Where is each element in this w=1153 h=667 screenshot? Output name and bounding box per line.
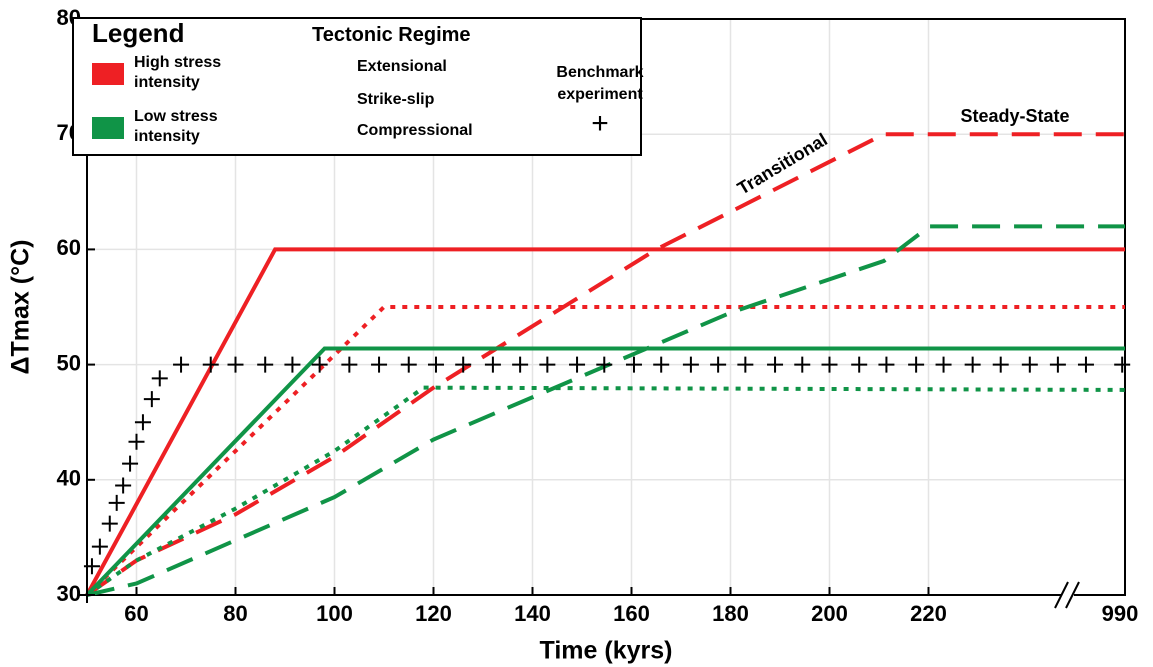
benchmark-marker bbox=[83, 558, 100, 575]
series-line bbox=[85, 247, 1125, 596]
benchmark-marker bbox=[767, 356, 784, 373]
legend-swatch bbox=[92, 117, 124, 139]
benchmark-marker bbox=[134, 414, 151, 431]
legend-label: Low stress intensity bbox=[134, 108, 218, 145]
benchmark-marker bbox=[257, 356, 274, 373]
benchmark-marker bbox=[115, 477, 132, 494]
legend-label: Extensional bbox=[357, 58, 447, 75]
x-tick-label: 100 bbox=[316, 601, 353, 626]
benchmark-marker bbox=[851, 356, 868, 373]
benchmark-marker bbox=[625, 356, 642, 373]
benchmark-marker bbox=[992, 356, 1009, 373]
benchmark-marker bbox=[935, 356, 952, 373]
x-tick-label: 120 bbox=[415, 601, 452, 626]
axis-break-gap bbox=[1062, 591, 1074, 599]
benchmark-marker bbox=[653, 356, 670, 373]
annotation: Steady-State bbox=[960, 106, 1069, 126]
benchmark-marker bbox=[79, 587, 95, 603]
benchmark-marker bbox=[710, 356, 727, 373]
benchmark-marker bbox=[91, 538, 108, 555]
benchmark-marker bbox=[427, 356, 444, 373]
annotation: Transitional bbox=[734, 129, 831, 198]
legend-label: Strike-slip bbox=[357, 91, 435, 108]
benchmark-marker bbox=[512, 356, 529, 373]
series-line bbox=[85, 346, 1125, 597]
benchmark-marker bbox=[311, 356, 328, 373]
benchmark-marker bbox=[682, 356, 699, 373]
benchmark-marker bbox=[878, 356, 895, 373]
benchmark-marker bbox=[143, 391, 160, 408]
benchmark-marker bbox=[1077, 356, 1094, 373]
legend-label: Benchmark experiment bbox=[556, 64, 644, 103]
series-line bbox=[86, 224, 1125, 597]
benchmark-marker bbox=[341, 356, 358, 373]
benchmark-marker bbox=[794, 356, 811, 373]
legend-title: Legend bbox=[92, 18, 185, 48]
benchmark-marker bbox=[1049, 356, 1066, 373]
benchmark-marker bbox=[596, 356, 613, 373]
y-tick-label: 60 bbox=[57, 235, 81, 260]
benchmark-marker bbox=[569, 356, 586, 373]
series-line bbox=[85, 385, 1126, 597]
y-tick-label: 30 bbox=[57, 581, 81, 606]
x-axis-label: Time (kyrs) bbox=[540, 637, 673, 665]
legend-swatch bbox=[92, 63, 124, 85]
legend-label: High stress intensity bbox=[134, 54, 222, 91]
benchmark-marker bbox=[455, 356, 472, 373]
benchmark-marker bbox=[101, 515, 118, 532]
x-tick-label: 200 bbox=[811, 601, 848, 626]
series-line bbox=[85, 132, 1125, 597]
axis-break bbox=[1054, 581, 1080, 609]
benchmark-marker bbox=[484, 356, 501, 373]
benchmark-marker bbox=[371, 356, 388, 373]
x-tick-label: 80 bbox=[223, 601, 247, 626]
benchmark-marker bbox=[173, 356, 190, 373]
legend-marker: + bbox=[591, 107, 609, 140]
y-tick-label: 40 bbox=[57, 466, 81, 491]
legend-box bbox=[72, 17, 642, 156]
benchmark-marker bbox=[400, 356, 417, 373]
benchmark-marker bbox=[122, 455, 139, 472]
benchmark-marker bbox=[737, 356, 754, 373]
x-tick-label: 220 bbox=[910, 601, 947, 626]
x-tick-label: 140 bbox=[514, 601, 551, 626]
benchmark-marker bbox=[821, 356, 838, 373]
benchmark-marker bbox=[1114, 356, 1131, 373]
benchmark-marker bbox=[151, 370, 168, 387]
x-tick-label: 160 bbox=[613, 601, 650, 626]
benchmark-marker bbox=[964, 356, 981, 373]
legend-label: Compressional bbox=[357, 122, 473, 139]
y-axis-label: ΔTmax (°C) bbox=[7, 240, 35, 375]
y-tick-label: 50 bbox=[57, 350, 81, 375]
benchmark-marker bbox=[1021, 356, 1038, 373]
x-tick-label: 60 bbox=[124, 601, 148, 626]
benchmark-marker bbox=[202, 356, 219, 373]
x-tick-label: 990 bbox=[1102, 601, 1139, 626]
benchmark-marker bbox=[908, 356, 925, 373]
benchmark-marker bbox=[128, 433, 145, 450]
benchmark-marker bbox=[284, 356, 301, 373]
benchmark-marker bbox=[108, 494, 125, 511]
x-tick-label: 180 bbox=[712, 601, 749, 626]
benchmark-marker bbox=[227, 356, 244, 373]
benchmark-marker bbox=[539, 356, 556, 373]
legend-regime-title: Tectonic Regime bbox=[312, 24, 471, 46]
